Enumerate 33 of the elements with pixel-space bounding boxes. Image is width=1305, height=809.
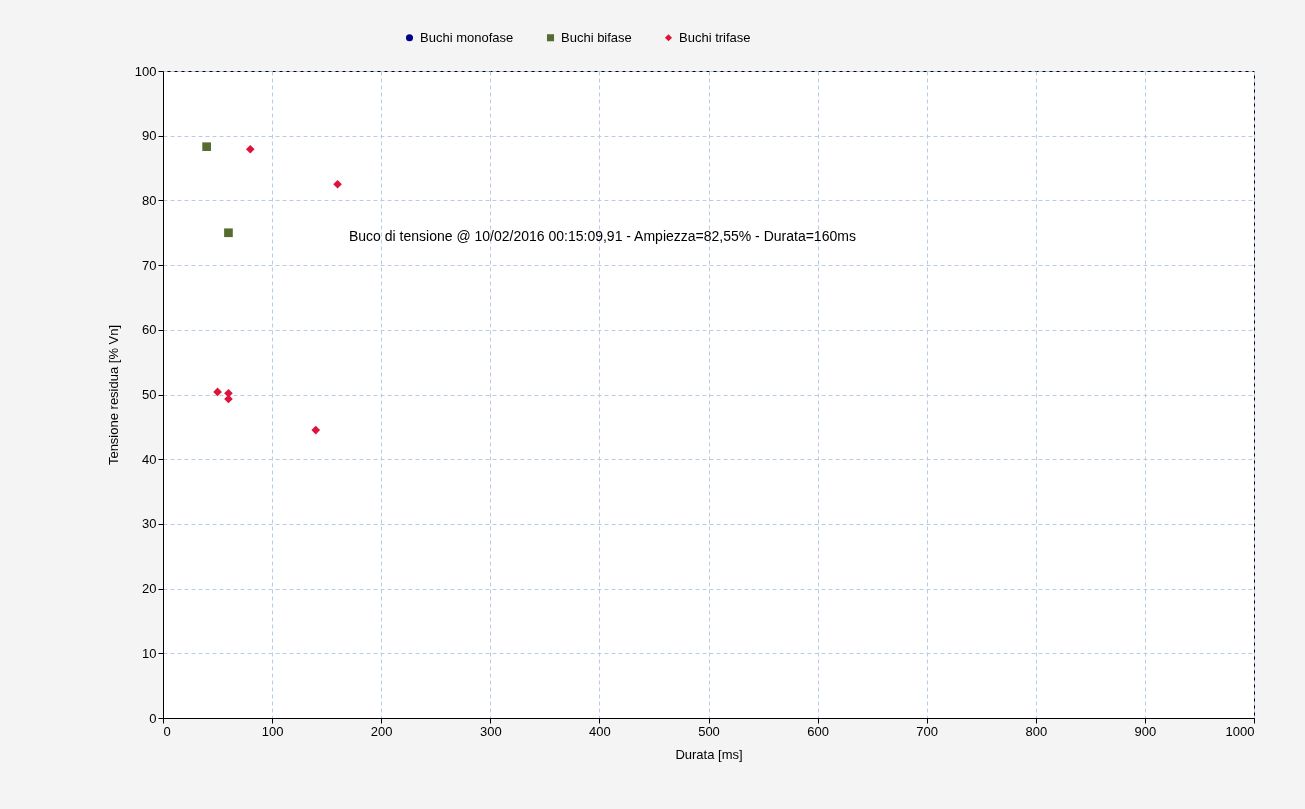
y-tick-label: 20 (142, 581, 157, 597)
x-tick-label: 100 (261, 723, 284, 739)
x-tick-label: 1000 (1225, 723, 1255, 739)
y-tick-label: 50 (142, 387, 157, 402)
x-tick-label: 300 (479, 723, 502, 739)
x-tick-label: 800 (1025, 723, 1048, 739)
x-tick-label: 900 (1134, 723, 1157, 739)
y-axis-title: Tensione residua [% Vn] (105, 324, 121, 466)
point (224, 228, 233, 238)
point (245, 144, 255, 154)
y-tick-label: 80 (142, 192, 157, 208)
y-tick-label: 40 (142, 451, 157, 467)
legend-label: Buchi monofase (420, 29, 514, 45)
y-tick-label: 70 (142, 257, 157, 273)
point (202, 142, 211, 152)
x-tick-label: 0 (163, 723, 171, 739)
x-tick-label: 400 (589, 723, 611, 739)
y-tick-label: 10 (142, 645, 157, 661)
legend-label: Buchi trifase (679, 29, 751, 45)
y-tick-label: 60 (142, 322, 157, 338)
y-tick-label: 0 (149, 710, 157, 726)
legend-label: Buchi bifase (561, 29, 632, 45)
point (333, 179, 342, 189)
y-tick-label: 90 (142, 128, 157, 144)
x-tick-label: 200 (370, 723, 393, 739)
y-tick-label: 100 (134, 63, 157, 79)
x-tick-label: 500 (698, 723, 720, 739)
point (311, 425, 321, 435)
x-tick-label: 700 (916, 723, 939, 739)
x-axis-title: Durata [ms] (675, 746, 743, 762)
x-tick-label: 600 (807, 723, 829, 739)
annotation: Buco di tensione @ 10/02/2016 00:15:09,91 - Ampiezza=82,55% - Durata=160ms (349, 228, 856, 244)
y-tick-label: 30 (142, 516, 157, 532)
